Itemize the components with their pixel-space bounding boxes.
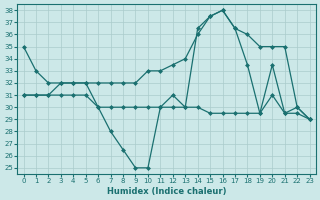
X-axis label: Humidex (Indice chaleur): Humidex (Indice chaleur) [107,187,226,196]
